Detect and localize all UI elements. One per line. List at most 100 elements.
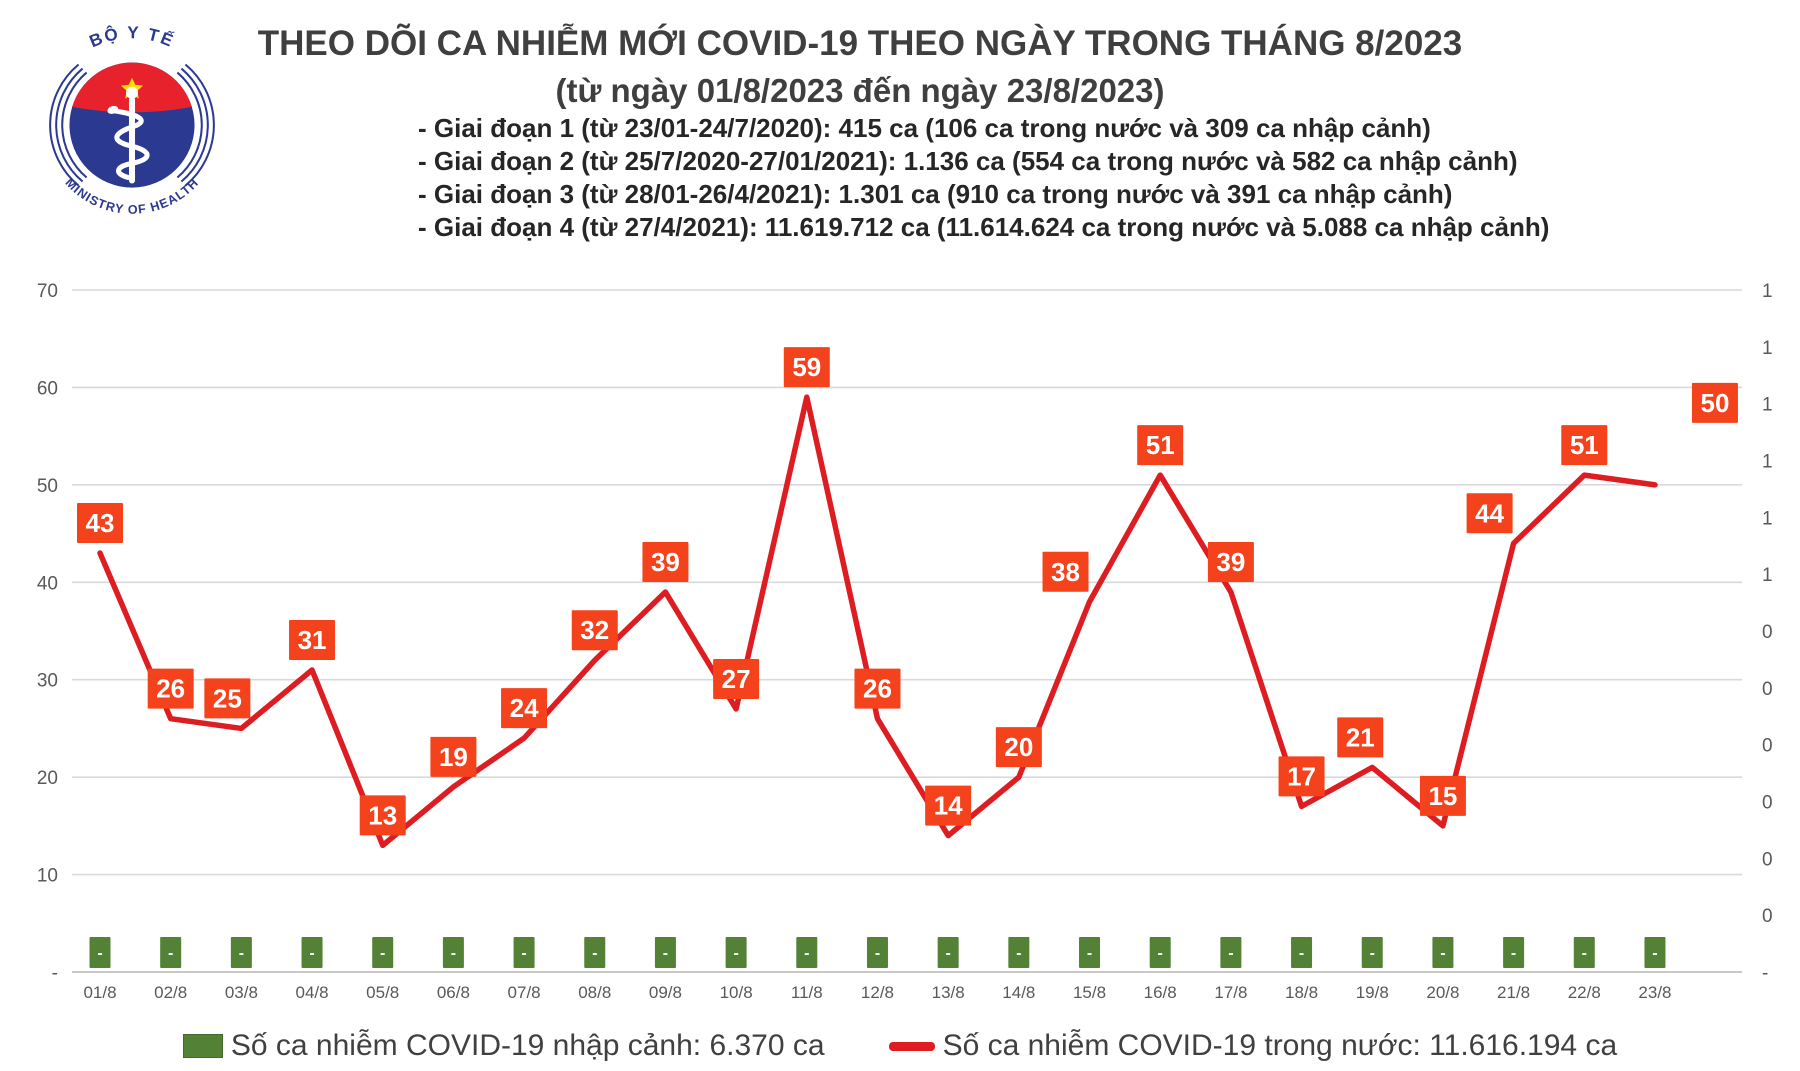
data-point-label-box (204, 678, 251, 719)
data-point-label-box (713, 658, 760, 699)
right-axis-tick-label: 0 (1762, 792, 1773, 813)
data-point-label: 51 (1570, 430, 1599, 460)
date-label: 06/8 (437, 983, 470, 1002)
left-axis-tick-label: 30 (37, 671, 58, 692)
data-point-label-box (642, 542, 689, 583)
data-point-label: 21 (1346, 722, 1375, 752)
data-point-label: 39 (651, 547, 680, 577)
domestic-series-swatch-icon (888, 1041, 935, 1051)
data-point-label: 38 (1051, 557, 1080, 587)
right-axis-tick-label: 1 (1762, 338, 1773, 359)
imported-bar (372, 937, 394, 968)
right-axis-tick-label: 1 (1762, 281, 1773, 302)
imported-series-swatch-icon (182, 1034, 223, 1058)
logo-asclepius-icon (107, 86, 150, 184)
imported-bar (654, 937, 676, 968)
data-point-label-box (501, 688, 548, 729)
data-point-label: 19 (439, 742, 468, 772)
data-point-label-box (77, 503, 123, 544)
data-point-label: 13 (368, 800, 397, 830)
imported-bar (230, 937, 252, 968)
imported-bar (1503, 937, 1525, 968)
date-label: 19/8 (1356, 983, 1389, 1002)
imported-bar (1432, 937, 1454, 968)
imported-bar-label: - (168, 945, 173, 962)
data-point-label-box (1466, 493, 1513, 534)
imported-bar (796, 937, 818, 968)
date-label: 09/8 (649, 983, 682, 1002)
data-point-label-box (854, 668, 901, 709)
data-point-label: 43 (86, 508, 115, 538)
data-point-label-box (430, 736, 477, 777)
data-point-label: 25 (213, 683, 242, 713)
data-point-label: 15 (1428, 781, 1457, 811)
date-label: 22/8 (1568, 983, 1601, 1002)
imported-bar-label: - (875, 945, 880, 962)
phase-note-4: - Giai đoạn 4 (từ 27/4/2021): 11.619.712… (418, 212, 1550, 242)
imported-bar-label: - (1087, 945, 1092, 962)
left-axis-tick-label: 20 (37, 768, 58, 789)
right-axis-tick-label: 1 (1762, 508, 1773, 529)
date-label: 11/8 (791, 983, 823, 1002)
data-point-label: 50 (1700, 388, 1729, 418)
imported-bar-label: - (1582, 945, 1587, 962)
imported-bar-label: - (380, 945, 385, 962)
imported-bar-label: - (97, 945, 102, 962)
page-title: THEO DÕI CA NHIỄM MỚI COVID-19 THEO NGÀY… (257, 24, 1463, 63)
page-subtitle: (từ ngày 01/8/2023 đến ngày 23/8/2023) (555, 72, 1165, 109)
ministry-of-health-logo: BỘ Y TẾ MINISTRY OF HEALTH (49, 22, 215, 217)
data-point-label-box (783, 347, 830, 388)
imported-bar-label: - (1299, 945, 1304, 962)
imported-bar (160, 937, 182, 968)
imported-bar (1644, 937, 1666, 968)
date-label: 02/8 (154, 983, 187, 1002)
date-label: 08/8 (578, 983, 611, 1002)
right-axis-tick-label: - (1762, 963, 1768, 984)
imported-bar (1220, 937, 1242, 968)
imported-bar-label: - (945, 945, 950, 962)
imported-bar-label: - (239, 945, 244, 962)
imported-bar-label: - (521, 945, 526, 962)
right-axis-tick-label: 0 (1762, 849, 1773, 870)
left-axis-tick-label: 60 (37, 378, 58, 399)
date-label: 05/8 (366, 983, 399, 1002)
data-point-label: 26 (156, 674, 185, 704)
logo-side-arcs (49, 63, 215, 187)
data-point-label-box (1561, 425, 1608, 466)
imported-bar-label: - (451, 945, 456, 962)
data-point-label: 17 (1287, 761, 1316, 791)
imported-bar (725, 937, 747, 968)
date-label: 10/8 (720, 983, 753, 1002)
left-axis-tick-label: 40 (37, 573, 58, 594)
data-point-label-box (1278, 756, 1325, 797)
imported-bar (1008, 937, 1030, 968)
legend-item-domestic: Số ca nhiễm COVID-19 trong nước: 11.616.… (888, 1029, 1618, 1063)
data-point-label-box (359, 795, 406, 836)
chart-header: THEO DÕI CA NHIỄM MỚI COVID-19 THEO NGÀY… (0, 24, 1720, 110)
date-label: 03/8 (225, 983, 258, 1002)
imported-bar (584, 937, 606, 968)
data-point-label: 59 (792, 352, 821, 382)
left-axis-tick-label: 70 (37, 281, 58, 302)
imported-bar (89, 937, 111, 968)
date-label: 18/8 (1285, 983, 1318, 1002)
date-label: 01/8 (83, 983, 116, 1002)
phase-note-1: - Giai đoạn 1 (từ 23/01-24/7/2020): 415 … (418, 113, 1431, 143)
right-axis-tick-label: 1 (1762, 565, 1773, 586)
imported-bar (513, 937, 535, 968)
data-point-label: 39 (1216, 547, 1245, 577)
data-point-label: 51 (1146, 430, 1175, 460)
imported-bar (1079, 937, 1101, 968)
chart-legend: Số ca nhiễm COVID-19 nhập cảnh: 6.370 ca… (0, 1029, 1800, 1063)
date-label: 12/8 (861, 983, 894, 1002)
legend-imported-label: Số ca nhiễm COVID-19 nhập cảnh: 6.370 ca (230, 1029, 825, 1062)
data-point-label-box (995, 727, 1042, 768)
imported-bar (1361, 937, 1383, 968)
data-point-label-box (1337, 717, 1384, 758)
imported-bar (301, 937, 323, 968)
legend-domestic-label: Số ca nhiễm COVID-19 trong nước: 11.616.… (942, 1029, 1618, 1062)
imported-bar-label: - (733, 945, 738, 962)
data-point-label-box (1042, 551, 1089, 592)
